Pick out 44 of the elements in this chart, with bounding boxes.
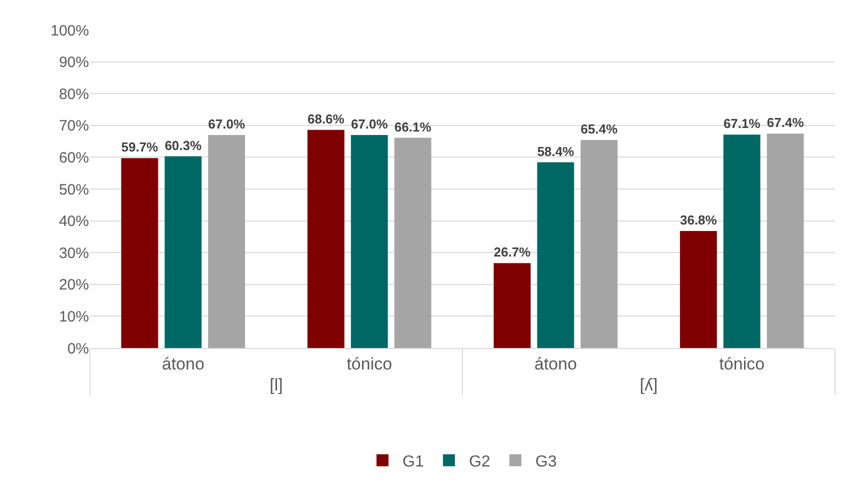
- y-tick-label: 40%: [58, 213, 89, 230]
- bar: [680, 230, 717, 348]
- data-label: 36.8%: [680, 212, 718, 228]
- y-tick-label: 70%: [58, 118, 89, 135]
- x-tick-label: tónico: [719, 354, 765, 374]
- y-tick-label: 80%: [58, 86, 89, 103]
- data-label: 65.4%: [580, 122, 618, 137]
- bar: [208, 134, 246, 348]
- x-tick-label: tónico: [346, 354, 392, 374]
- bar: [766, 134, 804, 348]
- data-label: 67.4%: [766, 115, 804, 130]
- x-tick-label: átono: [534, 354, 577, 374]
- y-tick-label: 0%: [67, 340, 89, 358]
- y-tick-label: 10%: [58, 308, 89, 326]
- bar: [350, 134, 388, 348]
- y-tick-label: 50%: [58, 181, 89, 198]
- y-tick-label: 90%: [58, 54, 89, 72]
- bar: [723, 134, 760, 348]
- data-label: 59.7%: [121, 140, 159, 155]
- legend-label: G2: [468, 454, 490, 471]
- data-label: 58.4%: [537, 144, 574, 159]
- bar: [537, 162, 574, 348]
- legend-label: G1: [402, 454, 424, 471]
- x-tick-label: átono: [162, 354, 204, 374]
- bar: [580, 140, 618, 348]
- text: [ʎ]: [640, 375, 658, 394]
- bar: [394, 138, 432, 348]
- y-tick-label: 30%: [58, 244, 89, 262]
- bar: [164, 156, 202, 348]
- y-tick-label: 20%: [58, 276, 89, 294]
- data-label: 66.1%: [394, 119, 432, 134]
- data-label: 26.7%: [494, 244, 532, 260]
- data-label: 68.6%: [307, 111, 345, 126]
- text: [l]: [270, 375, 283, 394]
- y-tick-label: 100%: [50, 22, 89, 40]
- bar: [121, 158, 158, 348]
- data-label: 67.0%: [350, 116, 388, 132]
- bar: [307, 130, 344, 348]
- data-label: 67.1%: [723, 116, 761, 132]
- data-label: 67.0%: [208, 116, 246, 132]
- y-tick-label: 60%: [58, 149, 89, 166]
- legend-label: G3: [535, 454, 557, 471]
- data-label: 60.3%: [164, 138, 202, 153]
- bar: [494, 263, 531, 348]
